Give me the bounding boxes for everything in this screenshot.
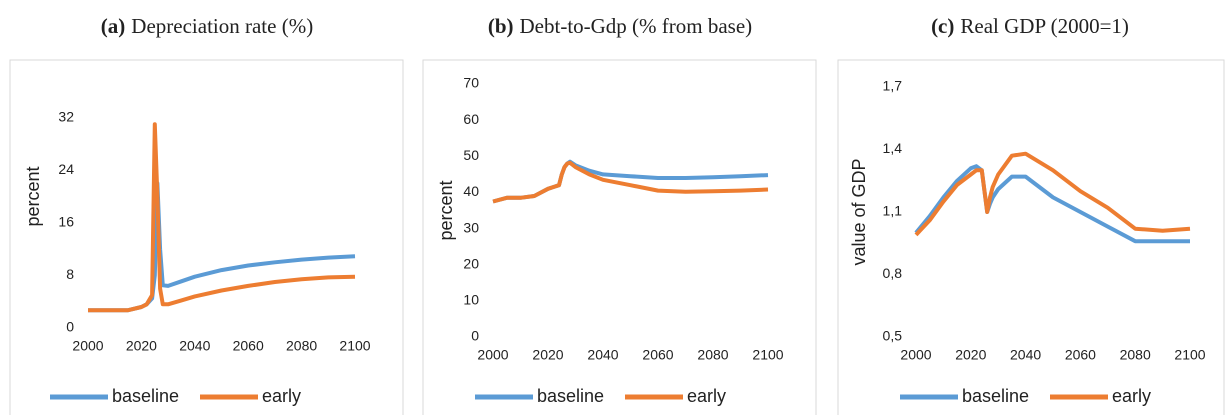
y-tick-label: 1,1 xyxy=(883,203,903,219)
y-tick-label: 30 xyxy=(463,219,479,235)
series-line xyxy=(492,160,769,204)
x-tick-label: 2100 xyxy=(752,347,783,363)
x-tick-label: 2000 xyxy=(477,347,508,363)
chart-title: (c) Real GDP (2000=1) xyxy=(931,14,1129,38)
y-tick-label: 0,5 xyxy=(883,328,903,344)
x-tick-label: 2040 xyxy=(179,338,210,354)
panel-frame xyxy=(9,59,404,415)
y-axis-label: percent xyxy=(23,166,43,226)
y-tick-label: 1,7 xyxy=(883,78,903,94)
y-tick-label: 70 xyxy=(463,75,479,91)
x-tick-label: 2080 xyxy=(697,347,728,363)
y-tick-label: 40 xyxy=(463,183,479,199)
chart-title: (b) Debt-to-Gdp (% from base) xyxy=(488,14,752,38)
chart-title: (a) Depreciation rate (%) xyxy=(101,14,313,38)
y-tick-label: 8 xyxy=(66,266,74,282)
y-tick-label: 0,8 xyxy=(883,265,903,281)
x-tick-label: 2020 xyxy=(126,338,157,354)
x-tick-label: 2100 xyxy=(339,338,370,354)
legend-label: early xyxy=(262,386,301,406)
y-tick-label: 32 xyxy=(58,108,74,124)
series-line xyxy=(914,151,1191,237)
panel-label: (a) xyxy=(101,14,126,38)
title-text: Real GDP (2000=1) xyxy=(960,14,1129,38)
y-tick-label: 0 xyxy=(66,319,74,335)
x-tick-label: 2040 xyxy=(587,347,618,363)
y-axis-label: percent xyxy=(436,180,456,240)
panel-label: (c) xyxy=(931,14,954,38)
legend-label: baseline xyxy=(112,386,179,406)
series-line xyxy=(88,122,356,313)
legend-label: early xyxy=(687,386,726,406)
y-tick-label: 24 xyxy=(58,161,74,177)
legend-label: baseline xyxy=(537,386,604,406)
y-axis-label: value of GDP xyxy=(849,158,869,265)
x-tick-label: 2040 xyxy=(1010,347,1041,363)
x-tick-label: 2060 xyxy=(1065,347,1096,363)
x-tick-label: 2020 xyxy=(955,347,986,363)
y-tick-label: 60 xyxy=(463,111,479,127)
x-tick-label: 2060 xyxy=(233,338,264,354)
x-tick-label: 2100 xyxy=(1174,347,1205,363)
panel-frame xyxy=(422,59,817,415)
title-text: Depreciation rate (%) xyxy=(131,14,313,38)
y-tick-label: 50 xyxy=(463,147,479,163)
legend-label: early xyxy=(1112,386,1151,406)
x-tick-label: 2060 xyxy=(642,347,673,363)
legend-label: baseline xyxy=(962,386,1029,406)
panel-label: (b) xyxy=(488,14,514,38)
y-tick-label: 1,4 xyxy=(883,140,903,156)
x-tick-label: 2000 xyxy=(900,347,931,363)
x-tick-label: 2000 xyxy=(72,338,103,354)
x-tick-label: 2080 xyxy=(286,338,317,354)
y-tick-label: 20 xyxy=(463,255,479,271)
x-tick-label: 2020 xyxy=(532,347,563,363)
x-tick-label: 2080 xyxy=(1120,347,1151,363)
y-tick-label: 10 xyxy=(463,292,479,308)
title-text: Debt-to-Gdp (% from base) xyxy=(520,14,753,38)
y-tick-label: 16 xyxy=(58,214,74,230)
panel-frame xyxy=(837,59,1225,415)
y-tick-label: 0 xyxy=(471,328,479,344)
